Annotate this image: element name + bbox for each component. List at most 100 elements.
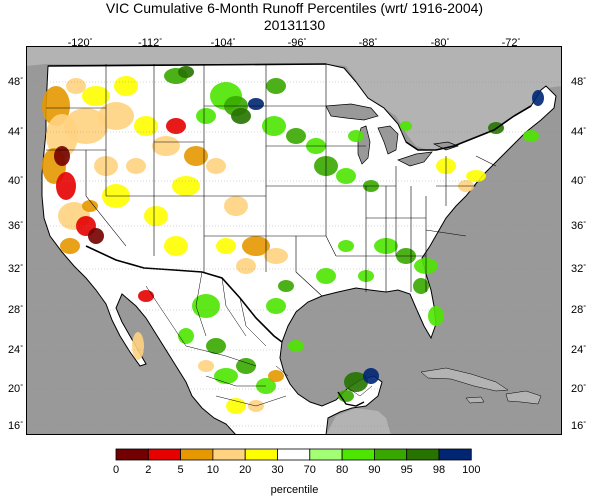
percentile-patch: [214, 368, 238, 384]
legend-tick-label: 5: [177, 464, 184, 476]
percentile-patch: [224, 196, 248, 216]
percentile-patch: [236, 258, 256, 274]
lat-label-left: 32°: [7, 263, 23, 275]
percentile-patch: [236, 358, 256, 374]
lat-label-left: 48°: [7, 76, 23, 88]
percentile-patch: [172, 176, 200, 196]
legend-tick-label: 20: [239, 464, 252, 476]
percentile-patch: [523, 130, 539, 142]
percentile-patch: [226, 398, 246, 414]
percentile-patch: [428, 306, 444, 326]
percentile-patch: [138, 290, 154, 302]
percentile-patch: [216, 238, 236, 254]
lat-label-right: 40°: [571, 175, 587, 187]
percentile-patch: [64, 108, 108, 144]
percentile-patch: [286, 128, 306, 144]
lat-label-left: 16°: [7, 420, 23, 432]
percentile-patch: [98, 102, 134, 130]
percentile-patch: [60, 238, 80, 254]
legend-tick-label: 10: [206, 464, 220, 476]
percentile-patch: [242, 236, 270, 256]
percentile-patch: [348, 130, 364, 142]
legend-swatch: [147, 448, 182, 461]
percentile-patch: [196, 108, 216, 124]
lat-label-left: 20°: [7, 383, 23, 395]
legend-swatch: [309, 448, 343, 461]
runoff-percentile-field: [42, 66, 544, 414]
percentile-patch: [532, 90, 544, 106]
map-frame: [26, 46, 562, 435]
legend-tick-label: 70: [303, 464, 316, 476]
percentile-patch: [126, 158, 146, 174]
percentile-patch: [178, 328, 194, 344]
legend-swatch: [244, 448, 278, 461]
percentile-patch: [413, 278, 429, 294]
percentile-patch: [231, 108, 251, 124]
lat-label-right: 32°: [571, 263, 587, 275]
percentile-patch: [363, 368, 379, 384]
percentile-patch: [132, 332, 144, 360]
percentile-patch: [184, 146, 208, 166]
hispaniola-island: [505, 390, 542, 405]
legend-swatch: [277, 448, 311, 461]
cuba-island: [420, 367, 509, 392]
legend-tick-label: 30: [271, 464, 284, 476]
percentile-patch: [400, 121, 412, 131]
legend-tick-label: 80: [335, 464, 349, 476]
percentile-patch: [262, 116, 286, 136]
state-lines: [46, 64, 497, 297]
lat-label-left: 40°: [7, 175, 23, 187]
percentile-patch: [134, 116, 158, 136]
lat-label-right: 44°: [571, 126, 587, 138]
percentile-patch: [336, 168, 356, 184]
legend-swatch: [438, 448, 472, 461]
legend-tick-label: 90: [368, 464, 381, 476]
legend-tick-label: 2: [145, 464, 152, 476]
legend-tick-label: 0: [112, 464, 120, 476]
lat-label-left: 44°: [7, 126, 23, 138]
border-lines: [47, 63, 532, 407]
percentile-patch: [466, 170, 486, 182]
percentile-patch: [178, 66, 194, 78]
legend-swatch: [406, 448, 440, 461]
percentile-patch: [316, 268, 336, 284]
percentile-patch: [82, 200, 98, 212]
percentile-patch: [198, 360, 214, 372]
percentile-patch: [344, 372, 368, 392]
percentile-patch: [338, 240, 354, 252]
legend-swatch: [212, 448, 246, 461]
percentile-patch: [144, 206, 168, 226]
lat-label-right: 48°: [571, 76, 587, 88]
percentile-patch: [288, 340, 304, 352]
legend-title: percentile: [270, 484, 319, 496]
percentile-patch: [82, 86, 110, 106]
lat-label-right: 28°: [571, 304, 587, 316]
percentile-patch: [66, 78, 86, 94]
percentile-patch: [278, 280, 294, 292]
jamaica-island: [465, 396, 485, 404]
percentile-patch: [266, 78, 286, 94]
percentile-patch: [152, 136, 180, 156]
lat-label-right: 24°: [571, 344, 587, 356]
lat-label-right: 20°: [571, 383, 587, 395]
percentile-patch: [114, 76, 138, 96]
legend-swatch: [180, 448, 214, 461]
legend-swatch: [373, 448, 408, 461]
percentile-patch: [264, 248, 288, 264]
percentile-patch: [268, 370, 284, 382]
legend-tick-label: 95: [400, 464, 413, 476]
legend-tick-label: 100: [462, 464, 481, 476]
legend-swatch: [341, 448, 375, 461]
canada-landmass: [26, 46, 562, 151]
central-america-landmass: [326, 408, 391, 435]
lat-label-right: 36°: [571, 220, 587, 232]
map-title: VIC Cumulative 6-Month Runoff Percentile…: [105, 0, 484, 16]
percentile-patch: [88, 228, 104, 244]
map-date: 20131130: [263, 17, 326, 33]
percentile-patch: [266, 298, 286, 314]
lat-label-right: 16°: [571, 420, 587, 432]
percentile-patch: [166, 118, 186, 134]
percentile-patch: [248, 98, 264, 110]
lat-label-left: 28°: [7, 304, 23, 316]
percentile-patch: [56, 172, 76, 200]
